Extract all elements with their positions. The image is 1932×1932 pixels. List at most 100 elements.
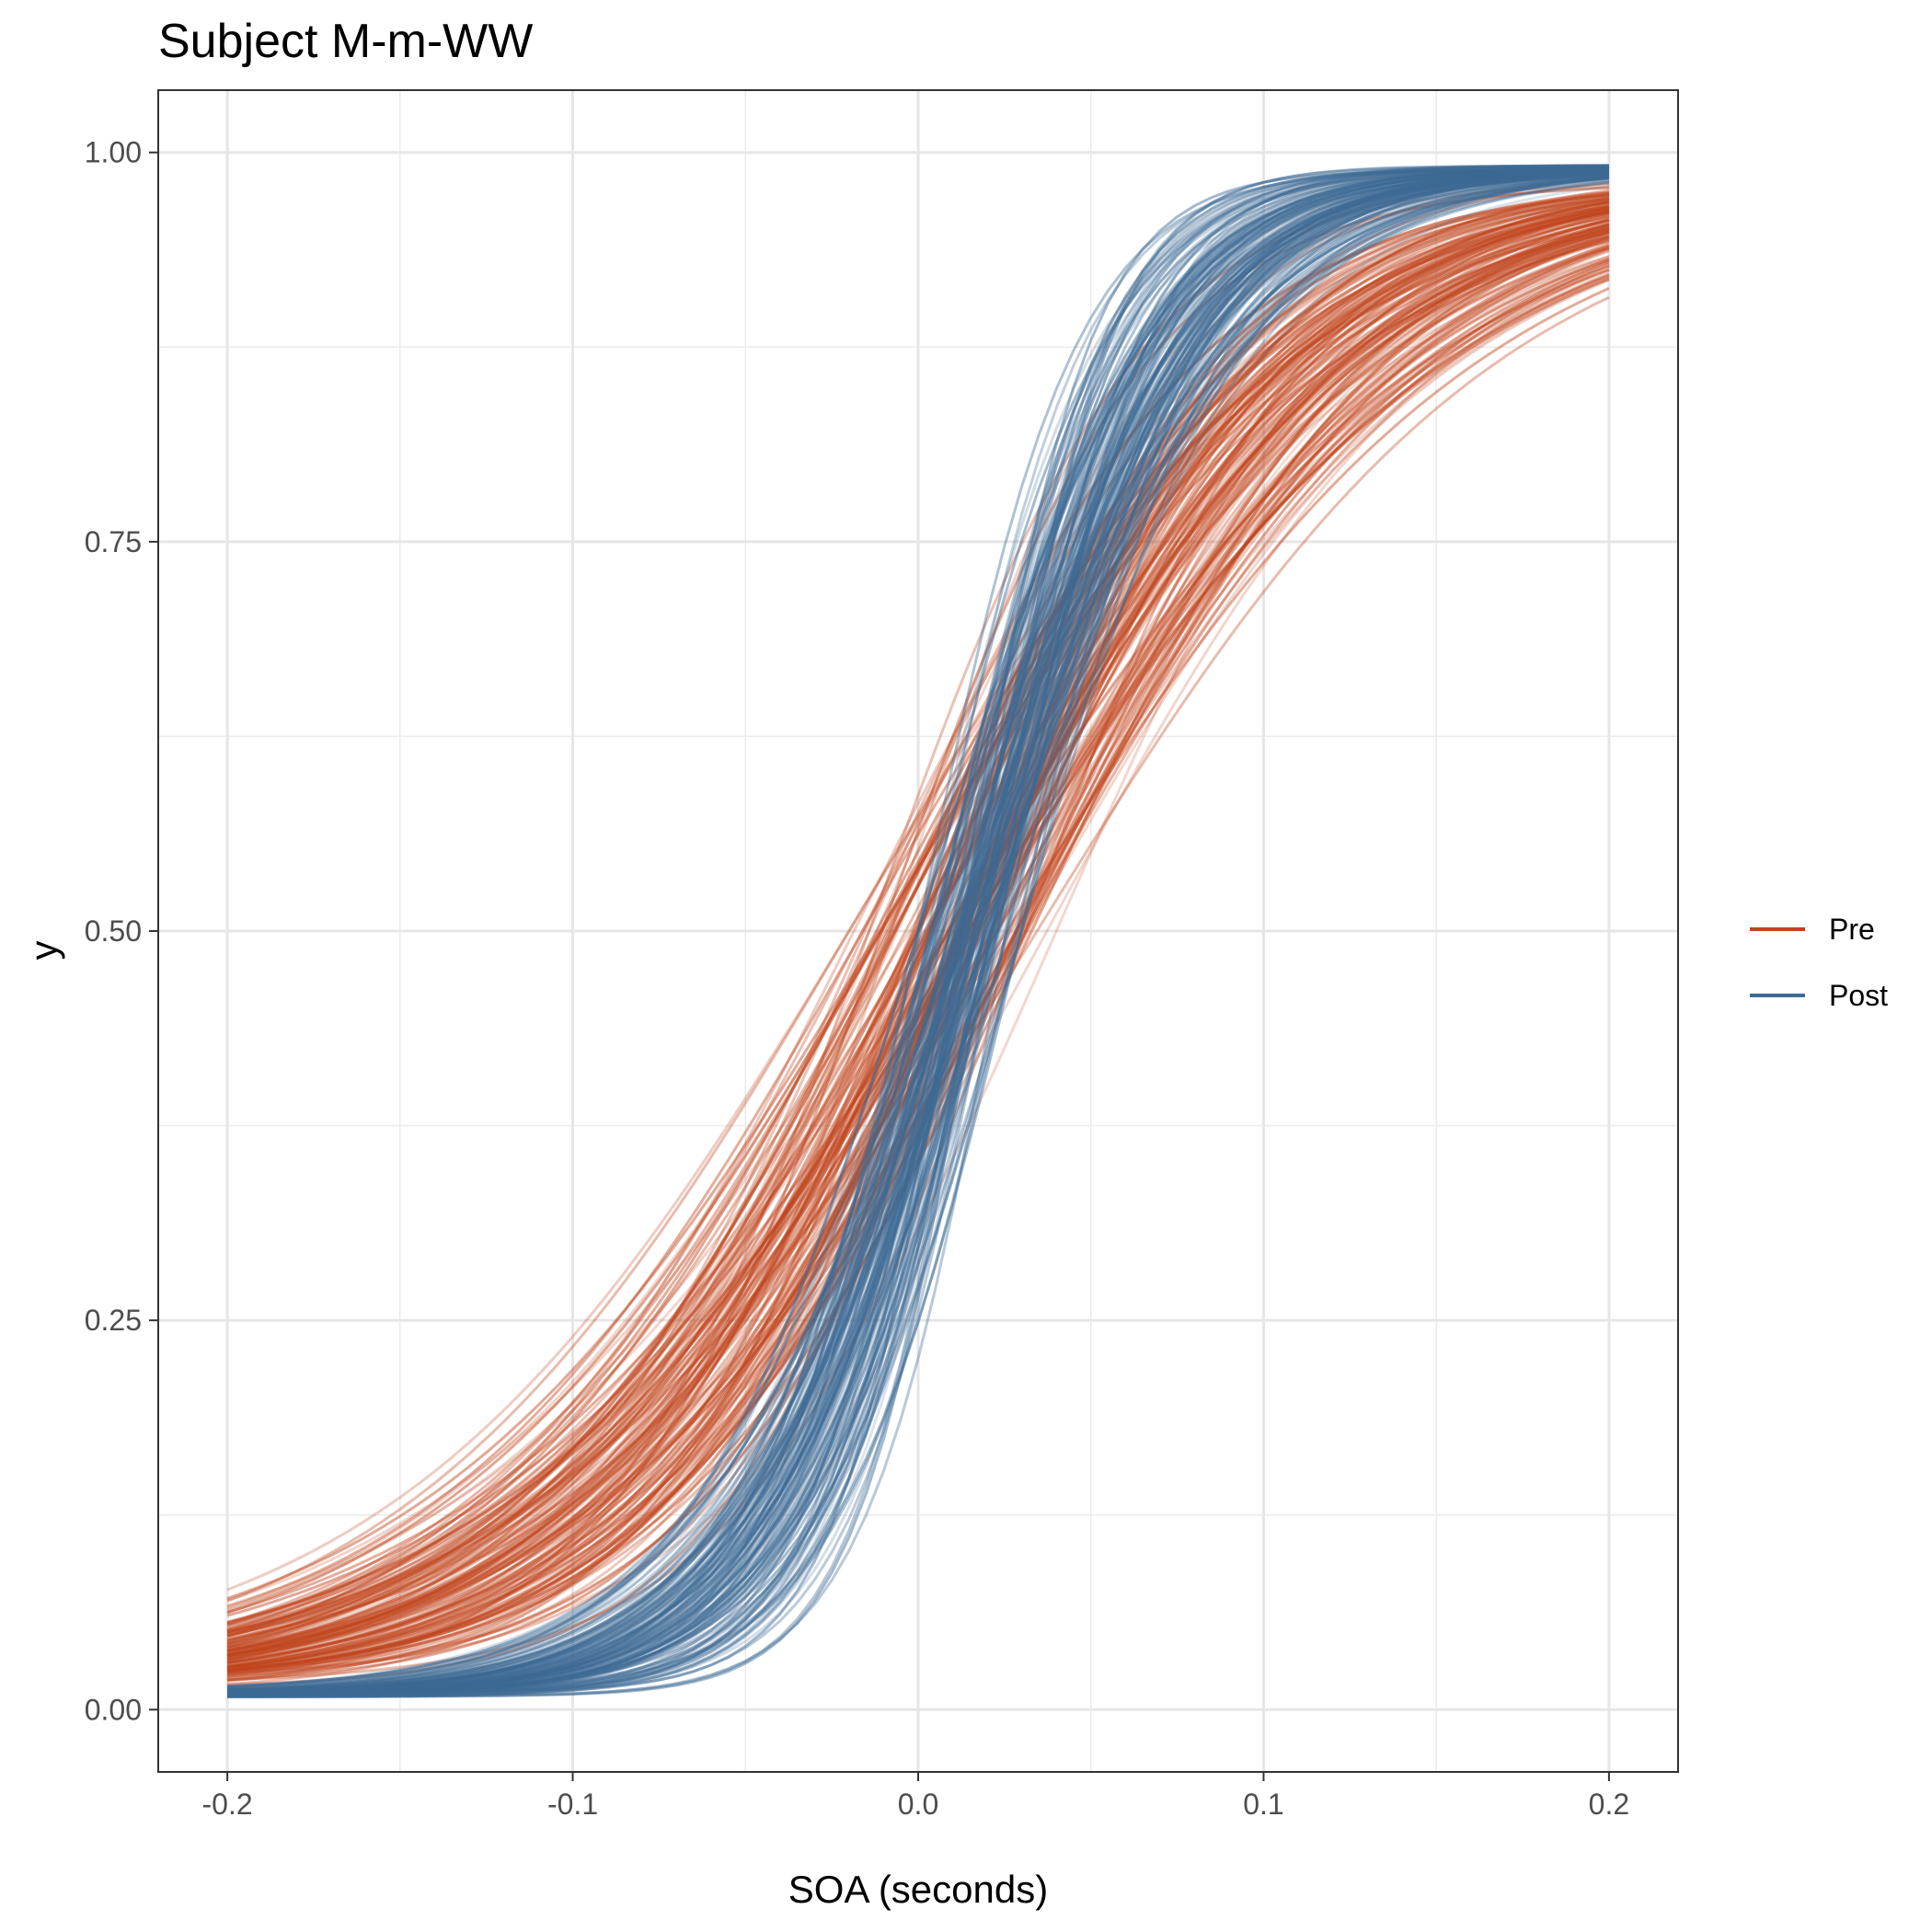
curve-pre xyxy=(226,258,1610,1635)
curve-pre xyxy=(226,219,1610,1648)
curve-post xyxy=(227,168,1609,1696)
curve-post xyxy=(227,176,1610,1694)
curve-pre xyxy=(226,192,1610,1661)
curve-pre xyxy=(226,203,1610,1673)
curve-post xyxy=(227,168,1609,1695)
curve-pre xyxy=(226,246,1610,1633)
curve-post xyxy=(227,171,1609,1695)
curve-post xyxy=(227,166,1609,1696)
curve-pre xyxy=(226,200,1610,1671)
curve-post xyxy=(227,168,1609,1694)
curve-post xyxy=(227,176,1610,1688)
curve-post xyxy=(227,168,1609,1695)
curve-pre xyxy=(226,215,1610,1665)
curve-post xyxy=(227,170,1609,1694)
curve-pre xyxy=(227,186,1609,1675)
curve-post xyxy=(227,170,1609,1693)
curve-post xyxy=(227,168,1609,1695)
curve-pre xyxy=(226,205,1610,1649)
curve-post xyxy=(227,168,1609,1695)
curve-pre xyxy=(226,247,1610,1663)
curve-post xyxy=(227,170,1609,1694)
x-axis-title: SOA (seconds) xyxy=(788,1868,1048,1911)
curve-pre xyxy=(226,236,1610,1630)
curve-post xyxy=(227,168,1609,1696)
curve-pre xyxy=(226,256,1610,1634)
curve-pre xyxy=(226,205,1610,1661)
curve-pre xyxy=(227,191,1610,1682)
curve-pre xyxy=(226,236,1610,1636)
curve-pre xyxy=(227,199,1610,1682)
curve-post xyxy=(227,166,1609,1696)
curve-post xyxy=(227,174,1610,1694)
grid-major xyxy=(158,90,1678,1772)
curve-post xyxy=(227,169,1609,1695)
curve-post xyxy=(227,164,1609,1698)
curve-pre xyxy=(226,238,1610,1639)
curve-post xyxy=(227,177,1610,1691)
curve-pre xyxy=(226,206,1610,1668)
curve-post xyxy=(227,168,1609,1694)
curve-pre xyxy=(226,210,1610,1656)
curve-pre xyxy=(227,190,1610,1678)
curve-post xyxy=(227,171,1609,1694)
curve-pre xyxy=(226,222,1610,1665)
curve-post xyxy=(227,176,1610,1695)
curve-pre xyxy=(226,240,1610,1641)
curve-pre xyxy=(226,190,1610,1658)
curve-pre xyxy=(226,277,1610,1633)
curve-post xyxy=(227,167,1609,1695)
curve-pre xyxy=(226,259,1610,1655)
curve-post xyxy=(227,175,1609,1692)
curve-pre xyxy=(226,279,1610,1637)
curve-pre xyxy=(226,196,1610,1668)
curve-post xyxy=(227,166,1609,1697)
curve-post xyxy=(227,178,1610,1688)
curve-post xyxy=(227,181,1610,1688)
curve-post xyxy=(227,164,1609,1698)
curve-pre xyxy=(226,189,1610,1683)
curve-pre xyxy=(226,213,1610,1626)
curve-post xyxy=(227,174,1610,1695)
curve-pre xyxy=(226,202,1610,1664)
curve-post xyxy=(227,164,1609,1698)
curve-pre xyxy=(226,201,1610,1675)
curve-post xyxy=(227,170,1609,1695)
curve-post xyxy=(227,171,1609,1694)
curve-post xyxy=(227,164,1609,1699)
curve-pre xyxy=(226,236,1610,1643)
curve-pre xyxy=(226,218,1610,1668)
plot-panel xyxy=(157,89,1679,1773)
curve-post xyxy=(227,167,1609,1697)
curve-pre xyxy=(226,210,1610,1642)
curve-post xyxy=(227,176,1610,1695)
curve-pre xyxy=(226,277,1610,1617)
curve-pre xyxy=(226,195,1610,1671)
curve-pre xyxy=(226,231,1610,1652)
curve-post xyxy=(227,168,1609,1694)
curve-pre xyxy=(226,209,1610,1680)
curve-post xyxy=(227,168,1609,1694)
curve-post xyxy=(227,164,1609,1698)
curve-post xyxy=(227,167,1609,1696)
curve-pre xyxy=(226,268,1610,1636)
curve-pre xyxy=(226,227,1610,1615)
curve-pre xyxy=(226,212,1610,1632)
legend-label-pre: Pre xyxy=(1829,913,1875,946)
curve-pre xyxy=(226,227,1610,1639)
curve-post xyxy=(227,176,1610,1696)
y-tick-label: 0.50 xyxy=(85,914,142,948)
curve-pre xyxy=(226,295,1610,1640)
curve-post xyxy=(227,175,1609,1690)
curve-pre xyxy=(226,206,1610,1662)
curve-post xyxy=(227,176,1610,1691)
curve-pre xyxy=(226,177,1610,1686)
curve-post xyxy=(227,167,1609,1696)
curve-post xyxy=(227,166,1609,1696)
curve-pre xyxy=(226,244,1610,1638)
curve-pre xyxy=(226,236,1610,1667)
curve-post xyxy=(227,176,1610,1693)
series-pre-curves xyxy=(226,173,1610,1686)
legend-label-post: Post xyxy=(1829,979,1888,1012)
